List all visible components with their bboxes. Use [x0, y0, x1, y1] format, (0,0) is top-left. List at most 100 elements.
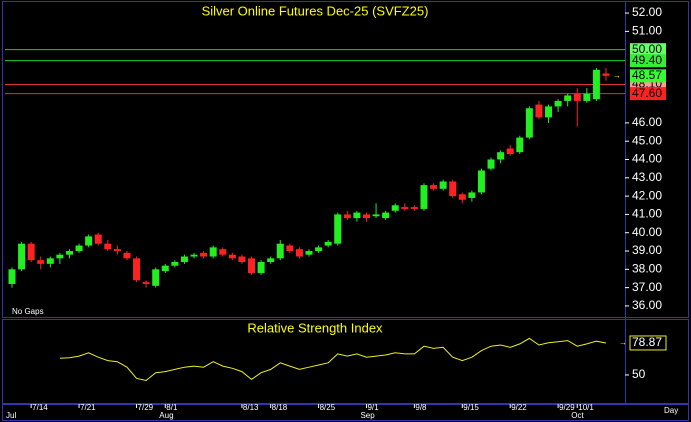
candle-body	[468, 192, 476, 198]
y-tick-label: 37.00	[632, 280, 662, 294]
rsi-line	[59, 337, 607, 382]
x-tick-label: 8/13	[243, 403, 259, 412]
last-box	[629, 335, 667, 351]
candle-body	[353, 212, 361, 219]
candle-body	[267, 258, 275, 263]
candle-body	[8, 269, 16, 284]
last-arrow: →	[613, 71, 621, 80]
candle-body	[37, 260, 45, 264]
candle-body	[286, 245, 294, 252]
candle-body	[573, 93, 581, 101]
rsi-frame	[2, 319, 689, 404]
candle-body	[391, 205, 399, 211]
candle-body	[257, 262, 265, 273]
candle-body	[305, 251, 313, 255]
y-tick-label: 46.00	[632, 115, 662, 129]
x-tick-label: 9/8	[415, 403, 427, 412]
y-tick-label: 38.00	[632, 261, 662, 275]
candle-body	[94, 234, 102, 244]
x-tick-label: 7/29	[138, 403, 154, 412]
candle-body	[113, 249, 121, 252]
candle-body	[487, 159, 495, 169]
candle-body	[209, 247, 217, 257]
candle-body	[497, 152, 505, 160]
candle-body	[295, 249, 303, 257]
chart-title: Silver Online Futures Dec-25 (SVFZ25)	[202, 3, 429, 18]
candle-body	[190, 254, 198, 257]
candle-body	[27, 243, 35, 261]
candle-body	[276, 243, 284, 259]
x-tick-label: 10/1	[578, 403, 594, 412]
candle-body	[372, 214, 380, 217]
x-unit: Day	[664, 406, 678, 415]
candle-body	[420, 185, 428, 209]
y-tick-label: 52.00	[632, 5, 662, 19]
level-box	[630, 87, 666, 101]
candle-body	[516, 137, 524, 153]
candle-body	[219, 249, 227, 255]
candle-body	[315, 247, 323, 252]
date-frame	[2, 404, 689, 421]
candle-body	[200, 252, 208, 257]
candle-body	[592, 69, 600, 100]
candle-body	[104, 243, 112, 250]
candle-body	[133, 258, 141, 281]
level-label: 49.40	[632, 53, 662, 67]
candle-body	[477, 170, 485, 193]
x-tick-label: 8/25	[320, 403, 336, 412]
y-tick-label: 41.00	[632, 207, 662, 221]
candle-body	[449, 181, 457, 197]
candle-body	[506, 148, 514, 155]
candle-body	[248, 258, 256, 273]
candle-body	[410, 207, 418, 209]
month-label: Aug	[159, 411, 173, 420]
last-box	[630, 69, 666, 83]
candle-body	[85, 236, 93, 246]
month-label: Oct	[571, 411, 584, 420]
candle-body	[238, 256, 246, 263]
candle-body	[382, 212, 390, 219]
last-arrow: →	[619, 338, 627, 347]
x-tick-label: 7/21	[80, 403, 96, 412]
level-box	[630, 54, 666, 68]
y-tick-label: 42.00	[632, 188, 662, 202]
candle-body	[525, 108, 533, 138]
candle-body	[362, 214, 370, 219]
y-tick-label: 51.00	[632, 24, 662, 38]
level-box	[630, 43, 666, 57]
x-tick-label: 7/14	[32, 403, 48, 412]
candle-body	[401, 207, 409, 209]
candle-body	[458, 194, 466, 200]
y-tick-label: 39.00	[632, 243, 662, 257]
candle-body	[171, 262, 179, 266]
candle-body	[602, 73, 610, 76]
candle-body	[152, 269, 160, 286]
note: No Gaps	[12, 307, 44, 316]
last-label: 48.57	[632, 68, 662, 82]
candle-body	[123, 252, 131, 259]
y-tick-label: 40.00	[632, 225, 662, 239]
price-frame	[2, 1, 689, 318]
candle-body	[56, 254, 64, 259]
candle-body	[554, 100, 562, 107]
x-tick-label: 9/1	[367, 403, 379, 412]
candle-body	[46, 258, 54, 264]
x-tick-label: 8/1	[166, 403, 178, 412]
candle-body	[75, 245, 83, 252]
candle-body	[65, 251, 73, 255]
last-label: 78.87	[632, 335, 662, 349]
y-tick-label: 43.00	[632, 170, 662, 184]
candle-body	[161, 265, 169, 272]
candle-body	[535, 104, 543, 118]
month-label: Jul	[6, 411, 16, 420]
candle-body	[180, 256, 188, 263]
y-tick-label: 50	[632, 367, 646, 381]
candle-body	[334, 214, 342, 244]
candle-body	[430, 185, 438, 189]
candle-body	[583, 93, 591, 101]
x-tick-label: 9/22	[511, 403, 527, 412]
candle-body	[324, 241, 332, 246]
candle-body	[564, 95, 572, 101]
